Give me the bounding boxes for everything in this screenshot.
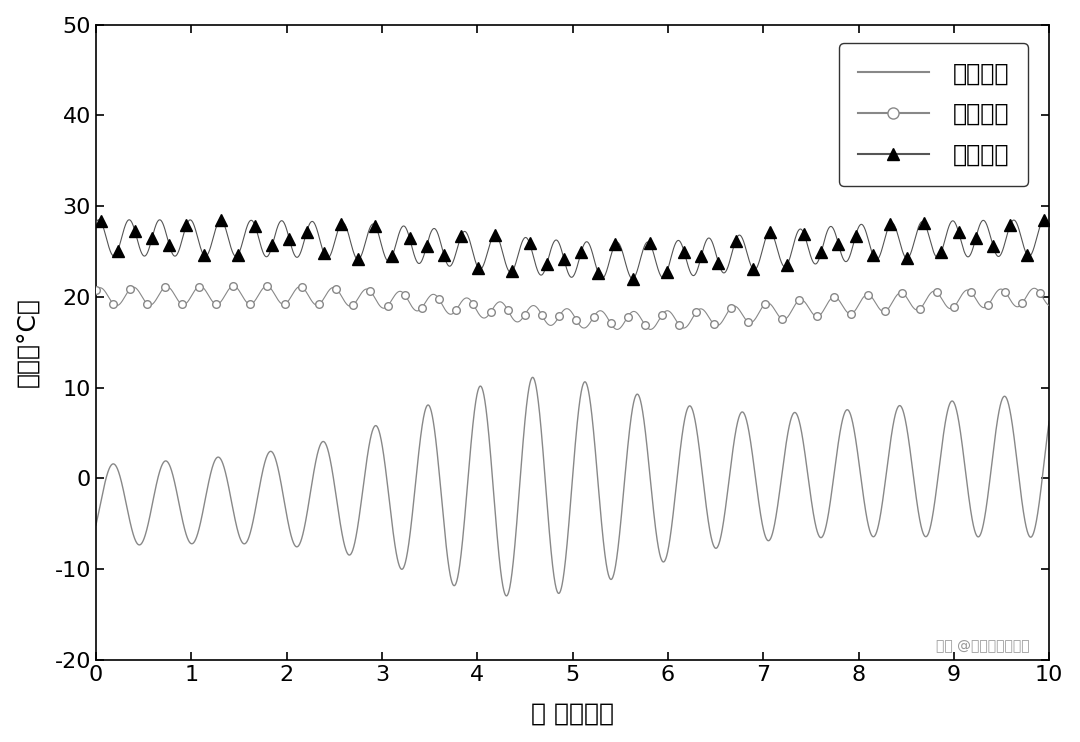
Text: 头条 @科小易技术转移: 头条 @科小易技术转移 — [936, 640, 1030, 654]
Y-axis label: 温度（°C）: 温度（°C） — [16, 298, 41, 387]
Legend: 室外温度, 室内温度, 地面温度: 室外温度, 室内温度, 地面温度 — [839, 43, 1028, 186]
X-axis label: 时 间（天）: 时 间（天） — [531, 701, 615, 726]
